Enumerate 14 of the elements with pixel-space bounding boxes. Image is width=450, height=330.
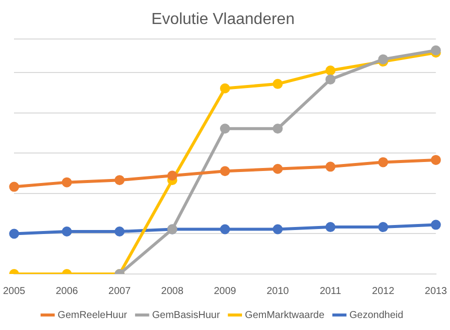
- x-tick-label: 2006: [56, 286, 78, 297]
- legend-label: GemMarktwaarde: [244, 310, 325, 321]
- x-tick-label: 2008: [161, 286, 184, 297]
- x-tick-label: 2012: [372, 286, 395, 297]
- x-tick-label: 2009: [214, 286, 237, 297]
- legend-label: Gezondheid: [349, 310, 404, 321]
- x-tick-label: 2011: [320, 286, 342, 297]
- x-tick-label: 2007: [108, 286, 132, 297]
- x-tick-label: 2005: [3, 286, 26, 297]
- legend-label: GemReeleHuur: [58, 310, 128, 321]
- legend-label: GemBasisHuur: [152, 310, 221, 321]
- chart-title: Evolutie Vlaanderen: [151, 11, 295, 28]
- x-tick-label: 2010: [266, 286, 290, 297]
- x-tick-label: 2013: [424, 286, 448, 297]
